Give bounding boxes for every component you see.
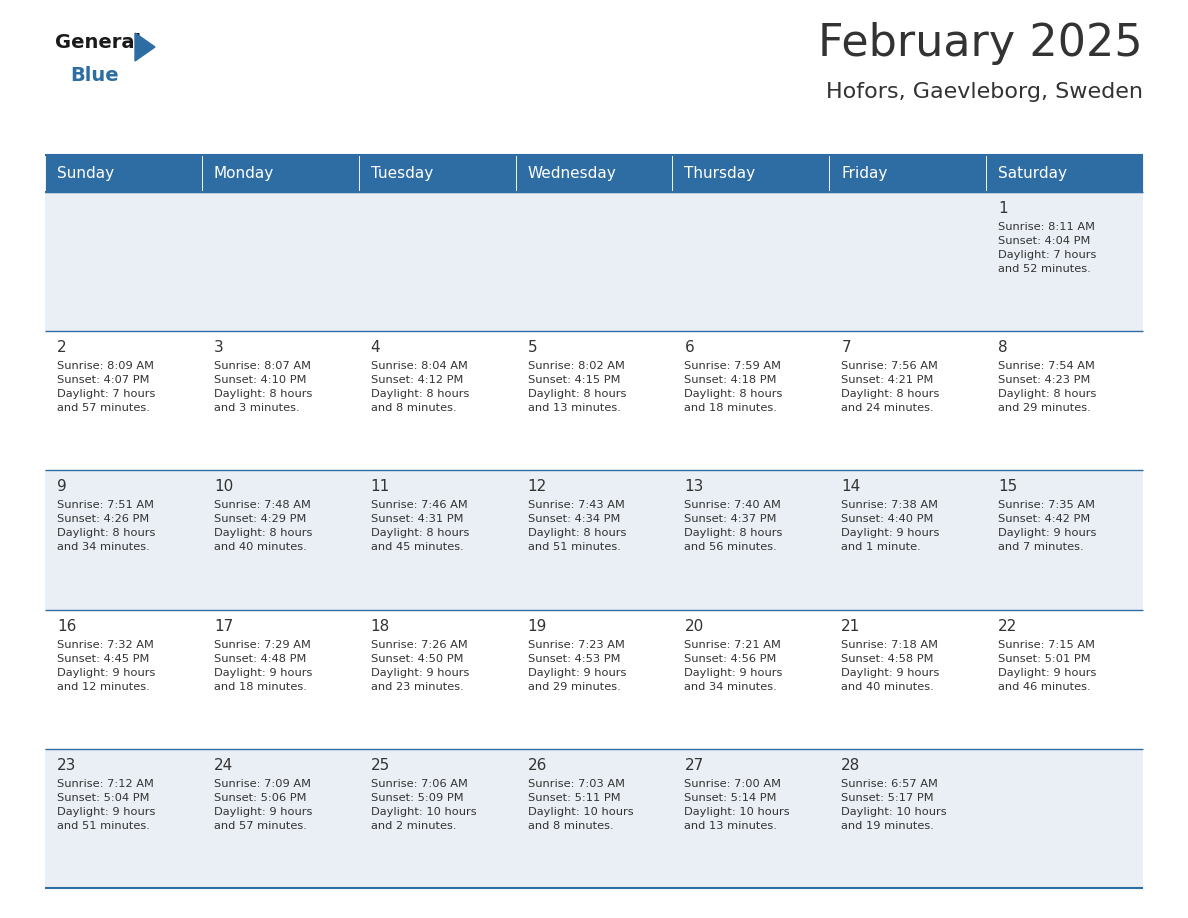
Text: Saturday: Saturday [998,166,1067,181]
Text: 20: 20 [684,619,703,633]
Text: 5: 5 [527,341,537,355]
Text: Sunrise: 7:56 AM
Sunset: 4:21 PM
Daylight: 8 hours
and 24 minutes.: Sunrise: 7:56 AM Sunset: 4:21 PM Dayligh… [841,361,940,413]
Text: 6: 6 [684,341,694,355]
Text: Sunrise: 7:18 AM
Sunset: 4:58 PM
Daylight: 9 hours
and 40 minutes.: Sunrise: 7:18 AM Sunset: 4:58 PM Dayligh… [841,640,940,691]
Text: 2: 2 [57,341,67,355]
Bar [516,155,672,192]
Text: 28: 28 [841,757,860,773]
Text: Sunrise: 7:15 AM
Sunset: 5:01 PM
Daylight: 9 hours
and 46 minutes.: Sunrise: 7:15 AM Sunset: 5:01 PM Dayligh… [998,640,1097,691]
Text: 19: 19 [527,619,546,633]
Text: 7: 7 [841,341,851,355]
Bar [829,155,986,192]
Text: Sunrise: 7:00 AM
Sunset: 5:14 PM
Daylight: 10 hours
and 13 minutes.: Sunrise: 7:00 AM Sunset: 5:14 PM Dayligh… [684,778,790,831]
Bar [202,155,359,192]
Text: 24: 24 [214,757,233,773]
Text: General: General [55,33,141,52]
Text: Sunrise: 7:48 AM
Sunset: 4:29 PM
Daylight: 8 hours
and 40 minutes.: Sunrise: 7:48 AM Sunset: 4:29 PM Dayligh… [214,500,312,553]
Bar [45,749,1143,888]
Bar [359,155,516,192]
Text: 9: 9 [57,479,67,495]
Polygon shape [135,33,154,61]
Text: Sunrise: 7:09 AM
Sunset: 5:06 PM
Daylight: 9 hours
and 57 minutes.: Sunrise: 7:09 AM Sunset: 5:06 PM Dayligh… [214,778,312,831]
Text: 17: 17 [214,619,233,633]
Text: Wednesday: Wednesday [527,166,617,181]
Text: Sunrise: 7:35 AM
Sunset: 4:42 PM
Daylight: 9 hours
and 7 minutes.: Sunrise: 7:35 AM Sunset: 4:42 PM Dayligh… [998,500,1097,553]
Text: Sunrise: 8:11 AM
Sunset: 4:04 PM
Daylight: 7 hours
and 52 minutes.: Sunrise: 8:11 AM Sunset: 4:04 PM Dayligh… [998,222,1097,274]
Bar [45,470,1143,610]
Text: 27: 27 [684,757,703,773]
Text: 22: 22 [998,619,1017,633]
Text: 1: 1 [998,201,1007,216]
Text: Friday: Friday [841,166,887,181]
Text: 26: 26 [527,757,546,773]
Text: 4: 4 [371,341,380,355]
Bar [45,610,1143,749]
Text: Sunrise: 7:46 AM
Sunset: 4:31 PM
Daylight: 8 hours
and 45 minutes.: Sunrise: 7:46 AM Sunset: 4:31 PM Dayligh… [371,500,469,553]
Text: Sunrise: 8:07 AM
Sunset: 4:10 PM
Daylight: 8 hours
and 3 minutes.: Sunrise: 8:07 AM Sunset: 4:10 PM Dayligh… [214,361,312,413]
Text: 12: 12 [527,479,546,495]
Text: Sunrise: 6:57 AM
Sunset: 5:17 PM
Daylight: 10 hours
and 19 minutes.: Sunrise: 6:57 AM Sunset: 5:17 PM Dayligh… [841,778,947,831]
Text: 15: 15 [998,479,1017,495]
Text: Sunrise: 8:04 AM
Sunset: 4:12 PM
Daylight: 8 hours
and 8 minutes.: Sunrise: 8:04 AM Sunset: 4:12 PM Dayligh… [371,361,469,413]
Text: 21: 21 [841,619,860,633]
Text: Sunrise: 7:03 AM
Sunset: 5:11 PM
Daylight: 10 hours
and 8 minutes.: Sunrise: 7:03 AM Sunset: 5:11 PM Dayligh… [527,778,633,831]
Text: Sunrise: 7:12 AM
Sunset: 5:04 PM
Daylight: 9 hours
and 51 minutes.: Sunrise: 7:12 AM Sunset: 5:04 PM Dayligh… [57,778,156,831]
Text: Sunrise: 7:06 AM
Sunset: 5:09 PM
Daylight: 10 hours
and 2 minutes.: Sunrise: 7:06 AM Sunset: 5:09 PM Dayligh… [371,778,476,831]
Text: Sunrise: 8:02 AM
Sunset: 4:15 PM
Daylight: 8 hours
and 13 minutes.: Sunrise: 8:02 AM Sunset: 4:15 PM Dayligh… [527,361,626,413]
Bar [986,155,1143,192]
Text: Blue: Blue [70,66,119,85]
Bar [672,155,829,192]
Text: Sunrise: 7:54 AM
Sunset: 4:23 PM
Daylight: 8 hours
and 29 minutes.: Sunrise: 7:54 AM Sunset: 4:23 PM Dayligh… [998,361,1097,413]
Text: Sunday: Sunday [57,166,114,181]
Text: 18: 18 [371,619,390,633]
Text: 8: 8 [998,341,1007,355]
Bar [45,331,1143,470]
Text: Sunrise: 7:51 AM
Sunset: 4:26 PM
Daylight: 8 hours
and 34 minutes.: Sunrise: 7:51 AM Sunset: 4:26 PM Dayligh… [57,500,156,553]
Bar [45,155,202,192]
Text: Tuesday: Tuesday [371,166,432,181]
Text: Sunrise: 7:38 AM
Sunset: 4:40 PM
Daylight: 9 hours
and 1 minute.: Sunrise: 7:38 AM Sunset: 4:40 PM Dayligh… [841,500,940,553]
Text: 14: 14 [841,479,860,495]
Text: Sunrise: 8:09 AM
Sunset: 4:07 PM
Daylight: 7 hours
and 57 minutes.: Sunrise: 8:09 AM Sunset: 4:07 PM Dayligh… [57,361,156,413]
Text: Thursday: Thursday [684,166,756,181]
Text: Sunrise: 7:26 AM
Sunset: 4:50 PM
Daylight: 9 hours
and 23 minutes.: Sunrise: 7:26 AM Sunset: 4:50 PM Dayligh… [371,640,469,691]
Text: Sunrise: 7:29 AM
Sunset: 4:48 PM
Daylight: 9 hours
and 18 minutes.: Sunrise: 7:29 AM Sunset: 4:48 PM Dayligh… [214,640,312,691]
Text: February 2025: February 2025 [819,22,1143,65]
Text: Sunrise: 7:21 AM
Sunset: 4:56 PM
Daylight: 9 hours
and 34 minutes.: Sunrise: 7:21 AM Sunset: 4:56 PM Dayligh… [684,640,783,691]
Text: Sunrise: 7:59 AM
Sunset: 4:18 PM
Daylight: 8 hours
and 18 minutes.: Sunrise: 7:59 AM Sunset: 4:18 PM Dayligh… [684,361,783,413]
Text: 10: 10 [214,479,233,495]
Text: 11: 11 [371,479,390,495]
Text: 13: 13 [684,479,703,495]
Text: Sunrise: 7:23 AM
Sunset: 4:53 PM
Daylight: 9 hours
and 29 minutes.: Sunrise: 7:23 AM Sunset: 4:53 PM Dayligh… [527,640,626,691]
Text: 23: 23 [57,757,76,773]
Text: Sunrise: 7:32 AM
Sunset: 4:45 PM
Daylight: 9 hours
and 12 minutes.: Sunrise: 7:32 AM Sunset: 4:45 PM Dayligh… [57,640,156,691]
Text: 16: 16 [57,619,76,633]
Bar [45,192,1143,331]
Text: Monday: Monday [214,166,274,181]
Text: Sunrise: 7:40 AM
Sunset: 4:37 PM
Daylight: 8 hours
and 56 minutes.: Sunrise: 7:40 AM Sunset: 4:37 PM Dayligh… [684,500,783,553]
Text: Sunrise: 7:43 AM
Sunset: 4:34 PM
Daylight: 8 hours
and 51 minutes.: Sunrise: 7:43 AM Sunset: 4:34 PM Dayligh… [527,500,626,553]
Text: 3: 3 [214,341,223,355]
Text: Hofors, Gaevleborg, Sweden: Hofors, Gaevleborg, Sweden [826,82,1143,102]
Text: 25: 25 [371,757,390,773]
